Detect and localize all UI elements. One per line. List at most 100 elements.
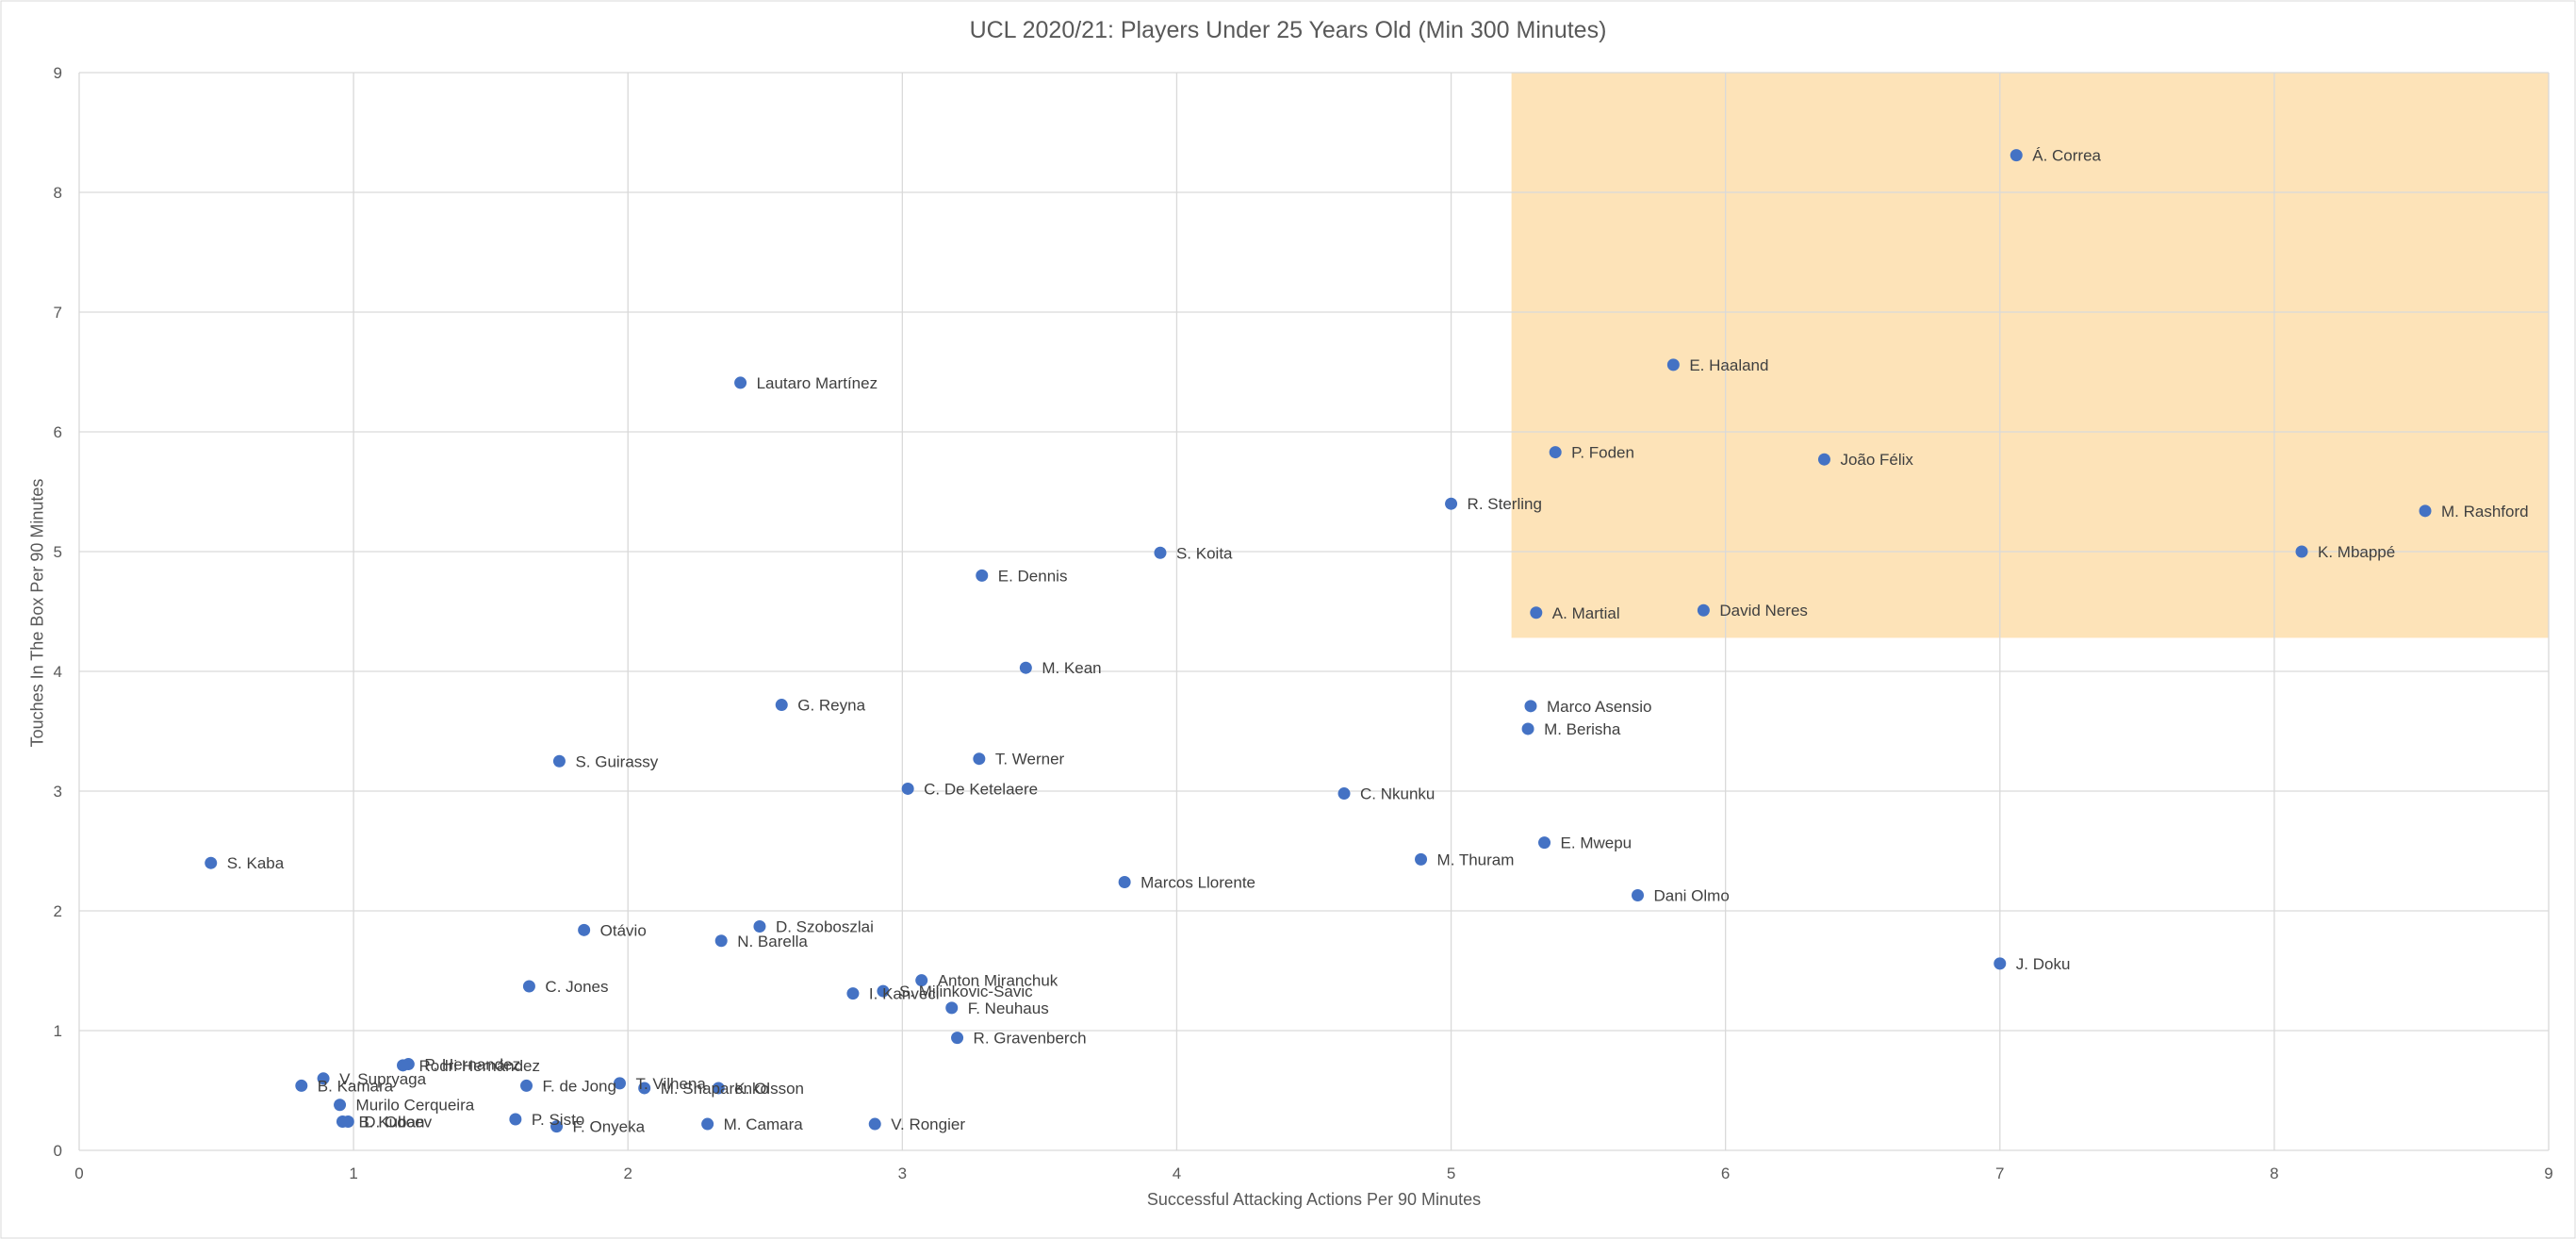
data-point (775, 699, 788, 712)
point-label: Rodri Hernández (419, 1057, 541, 1075)
point-label: Marco Asensio (1547, 698, 1652, 716)
y-tick-label: 5 (54, 543, 62, 561)
point-label: P. Foden (1571, 444, 1634, 462)
data-point (552, 754, 566, 768)
point-label: S. Milinkovic-Savic (899, 983, 1033, 1000)
point-label: C. Nkunku (1360, 785, 1435, 803)
point-label: N. Barella (737, 933, 808, 950)
point-label: M. Rashford (2441, 503, 2529, 520)
data-point (1817, 453, 1830, 466)
point-label: E. Haaland (1689, 356, 1768, 374)
point-label: V. Rongier (891, 1115, 965, 1133)
point-label: F. Neuhaus (968, 999, 1049, 1017)
data-point (734, 376, 747, 389)
point-label: K. Mbappé (2318, 543, 2395, 561)
point-label: T. Werner (995, 751, 1065, 768)
point-label: T. Vilhena (635, 1075, 706, 1093)
x-axis-title: Successful Attacking Actions Per 90 Minu… (1146, 1190, 1482, 1209)
data-point (1521, 722, 1534, 735)
data-point (1445, 497, 1458, 510)
data-point (915, 974, 928, 987)
point-label: A. Martial (1552, 604, 1620, 622)
data-point (520, 1079, 533, 1092)
data-point (712, 1082, 725, 1095)
data-point (397, 1059, 410, 1072)
data-point (877, 984, 890, 998)
data-point (578, 923, 591, 936)
point-label: David Neres (1719, 602, 1808, 620)
data-point (1337, 787, 1351, 801)
highlight-region (1511, 73, 2549, 638)
point-label: Lautaro Martínez (757, 374, 878, 392)
x-tick-label: 6 (1721, 1165, 1730, 1182)
data-point (2010, 149, 2023, 162)
y-tick-label: 9 (54, 64, 62, 82)
point-label: V. Supryaga (339, 1070, 427, 1088)
data-point (1118, 876, 1131, 889)
y-tick-label: 1 (54, 1022, 62, 1040)
x-tick-label: 5 (1447, 1165, 1455, 1182)
x-tick-label: 9 (2544, 1165, 2552, 1182)
point-label: F. de Jong (543, 1077, 616, 1095)
point-label: Á. Correa (2032, 147, 2101, 165)
data-point (550, 1120, 564, 1133)
point-label: R. Sterling (1468, 495, 1542, 513)
point-label: M. Thuram (1437, 851, 1515, 868)
x-tick-label: 0 (74, 1165, 83, 1182)
chart-title: UCL 2020/21: Players Under 25 Years Old … (969, 17, 1607, 43)
point-label: D. Szoboszlai (776, 918, 874, 936)
point-label: K. Olsson (734, 1080, 804, 1098)
data-point (2295, 545, 2308, 558)
point-label: C. De Ketelaere (924, 780, 1038, 798)
data-point (1994, 957, 2007, 970)
y-tick-label: 4 (54, 663, 62, 681)
point-label: G. Reyna (797, 697, 865, 715)
data-point (341, 1115, 354, 1129)
y-tick-label: 7 (54, 304, 62, 322)
data-point (868, 1117, 881, 1131)
point-label: M. Berisha (1544, 720, 1621, 738)
point-label: B. Kamara (318, 1077, 394, 1095)
data-point (317, 1072, 330, 1085)
x-tick-label: 7 (1995, 1165, 2004, 1182)
data-point (638, 1082, 651, 1095)
data-point (1019, 661, 1032, 674)
data-point (714, 934, 728, 948)
point-label: E. Mwepu (1561, 834, 1633, 852)
data-point (1666, 358, 1680, 372)
data-point (701, 1117, 714, 1131)
point-label: S. Kaba (227, 854, 285, 872)
y-tick-label: 2 (54, 902, 62, 920)
data-point (1538, 836, 1551, 850)
point-label: Anton Miranchuk (938, 972, 1058, 990)
y-tick-label: 6 (54, 423, 62, 441)
y-tick-label: 0 (54, 1142, 62, 1160)
point-label: C. Jones (545, 978, 608, 996)
point-label: S. Koita (1176, 544, 1233, 562)
point-label: P. Sisto (532, 1111, 584, 1129)
data-point (1632, 888, 1645, 901)
data-point (945, 1001, 959, 1015)
point-label: R. Gravenberch (974, 1030, 1087, 1048)
data-point (1415, 852, 1428, 866)
point-label: B. Kuban (358, 1114, 424, 1132)
point-label: Marcos Llorente (1140, 874, 1255, 892)
x-tick-label: 1 (349, 1165, 357, 1182)
point-label: F. Onyeka (573, 1118, 646, 1136)
data-point (205, 856, 218, 869)
point-label: Murilo Cerqueira (356, 1097, 475, 1115)
point-label: Otávio (600, 921, 647, 939)
point-label: D. Odoev (364, 1114, 432, 1132)
x-tick-label: 4 (1173, 1165, 1181, 1182)
data-point (613, 1077, 626, 1090)
data-point (2419, 504, 2432, 518)
point-label: M. Camara (724, 1115, 804, 1133)
y-tick-label: 8 (54, 184, 62, 202)
data-point (522, 980, 535, 993)
point-label: I. Kanveci (869, 985, 940, 1003)
point-label: E. Dennis (998, 567, 1068, 585)
data-point (334, 1099, 347, 1112)
data-point (295, 1079, 308, 1092)
